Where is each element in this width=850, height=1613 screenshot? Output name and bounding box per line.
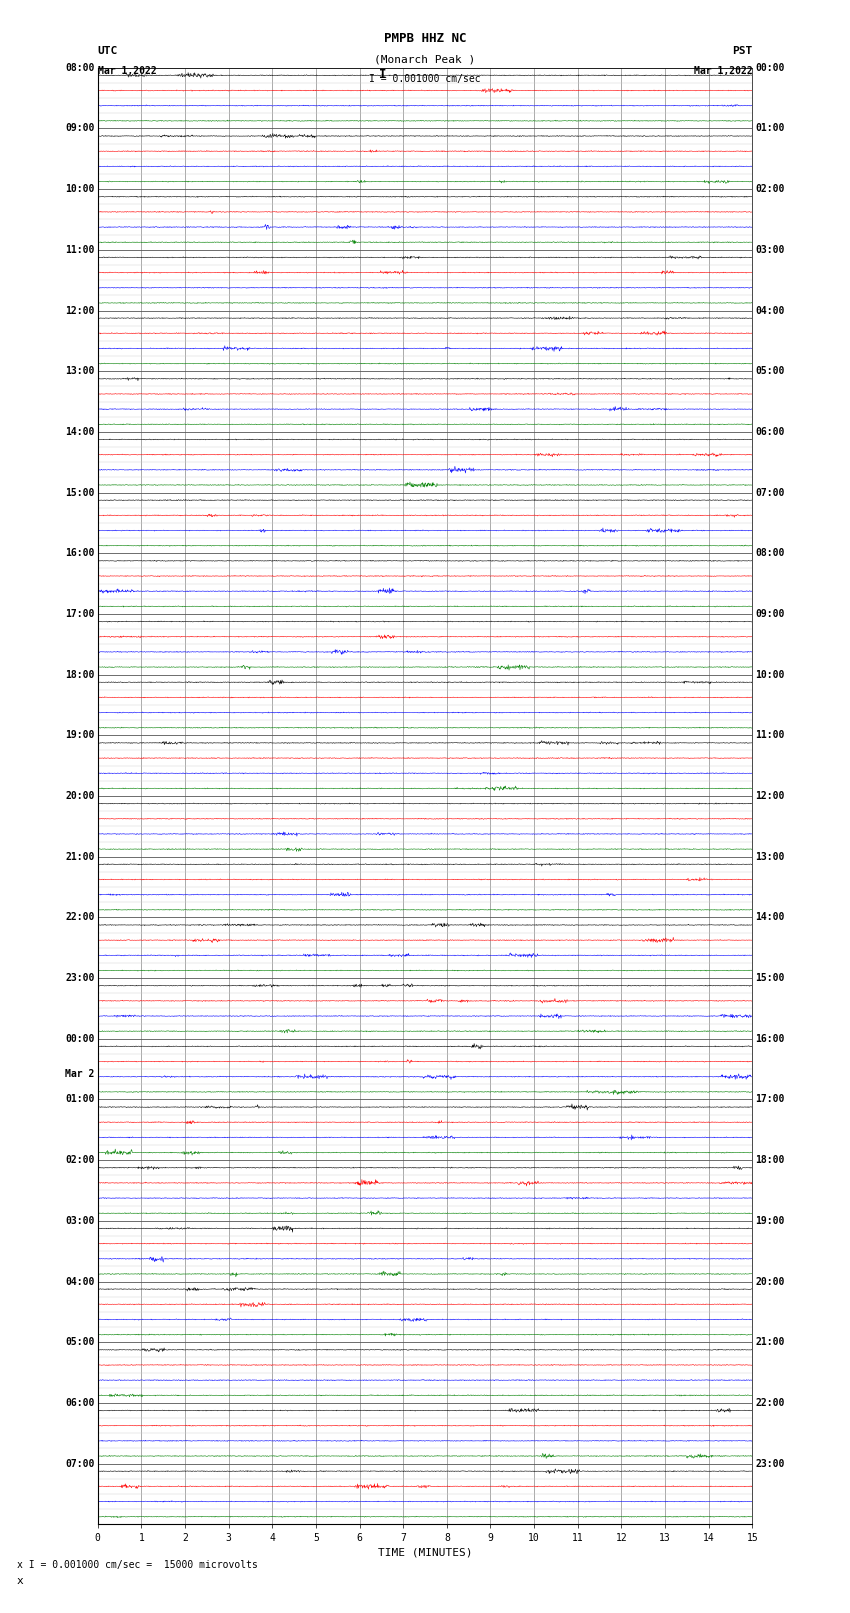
Text: PMPB HHZ NC: PMPB HHZ NC (383, 32, 467, 45)
Text: 18:00: 18:00 (756, 1155, 785, 1165)
Text: 10:00: 10:00 (756, 669, 785, 679)
Text: Mar 1,2022: Mar 1,2022 (98, 66, 156, 76)
Text: 02:00: 02:00 (756, 184, 785, 194)
Text: PST: PST (732, 47, 752, 56)
Text: 20:00: 20:00 (65, 790, 94, 802)
Text: 14:00: 14:00 (65, 427, 94, 437)
Text: 13:00: 13:00 (65, 366, 94, 376)
Text: 11:00: 11:00 (65, 245, 94, 255)
X-axis label: TIME (MINUTES): TIME (MINUTES) (377, 1547, 473, 1558)
Text: 05:00: 05:00 (756, 366, 785, 376)
Text: 00:00: 00:00 (65, 1034, 94, 1044)
Text: 00:00: 00:00 (756, 63, 785, 73)
Text: 23:00: 23:00 (65, 973, 94, 982)
Text: 09:00: 09:00 (65, 124, 94, 134)
Text: 20:00: 20:00 (756, 1276, 785, 1287)
Text: I: I (379, 68, 387, 82)
Text: 14:00: 14:00 (756, 913, 785, 923)
Text: Mar 2: Mar 2 (65, 1069, 94, 1079)
Text: 15:00: 15:00 (65, 487, 94, 497)
Text: 21:00: 21:00 (756, 1337, 785, 1347)
Text: 02:00: 02:00 (65, 1155, 94, 1165)
Text: 09:00: 09:00 (756, 610, 785, 619)
Text: 23:00: 23:00 (756, 1458, 785, 1468)
Text: 16:00: 16:00 (756, 1034, 785, 1044)
Text: 16:00: 16:00 (65, 548, 94, 558)
Text: 22:00: 22:00 (65, 913, 94, 923)
Text: 04:00: 04:00 (756, 305, 785, 316)
Text: 03:00: 03:00 (756, 245, 785, 255)
Text: 06:00: 06:00 (65, 1398, 94, 1408)
Text: x I = 0.001000 cm/sec =  15000 microvolts: x I = 0.001000 cm/sec = 15000 microvolts (17, 1560, 258, 1569)
Text: 05:00: 05:00 (65, 1337, 94, 1347)
Text: 10:00: 10:00 (65, 184, 94, 194)
Text: 12:00: 12:00 (756, 790, 785, 802)
Text: 18:00: 18:00 (65, 669, 94, 679)
Text: 13:00: 13:00 (756, 852, 785, 861)
Text: 06:00: 06:00 (756, 427, 785, 437)
Text: 07:00: 07:00 (65, 1458, 94, 1468)
Text: 19:00: 19:00 (65, 731, 94, 740)
Text: 08:00: 08:00 (756, 548, 785, 558)
Text: 01:00: 01:00 (65, 1095, 94, 1105)
Text: 21:00: 21:00 (65, 852, 94, 861)
Text: I = 0.001000 cm/sec: I = 0.001000 cm/sec (369, 74, 481, 84)
Text: 12:00: 12:00 (65, 305, 94, 316)
Text: 01:00: 01:00 (756, 124, 785, 134)
Text: 11:00: 11:00 (756, 731, 785, 740)
Text: 17:00: 17:00 (65, 610, 94, 619)
Text: UTC: UTC (98, 47, 118, 56)
Text: 15:00: 15:00 (756, 973, 785, 982)
Text: 04:00: 04:00 (65, 1276, 94, 1287)
Text: (Monarch Peak ): (Monarch Peak ) (374, 55, 476, 65)
Text: 07:00: 07:00 (756, 487, 785, 497)
Text: 22:00: 22:00 (756, 1398, 785, 1408)
Text: 17:00: 17:00 (756, 1095, 785, 1105)
Text: 08:00: 08:00 (65, 63, 94, 73)
Text: 19:00: 19:00 (756, 1216, 785, 1226)
Text: Mar 1,2022: Mar 1,2022 (694, 66, 752, 76)
Text: x: x (17, 1576, 24, 1586)
Text: 03:00: 03:00 (65, 1216, 94, 1226)
